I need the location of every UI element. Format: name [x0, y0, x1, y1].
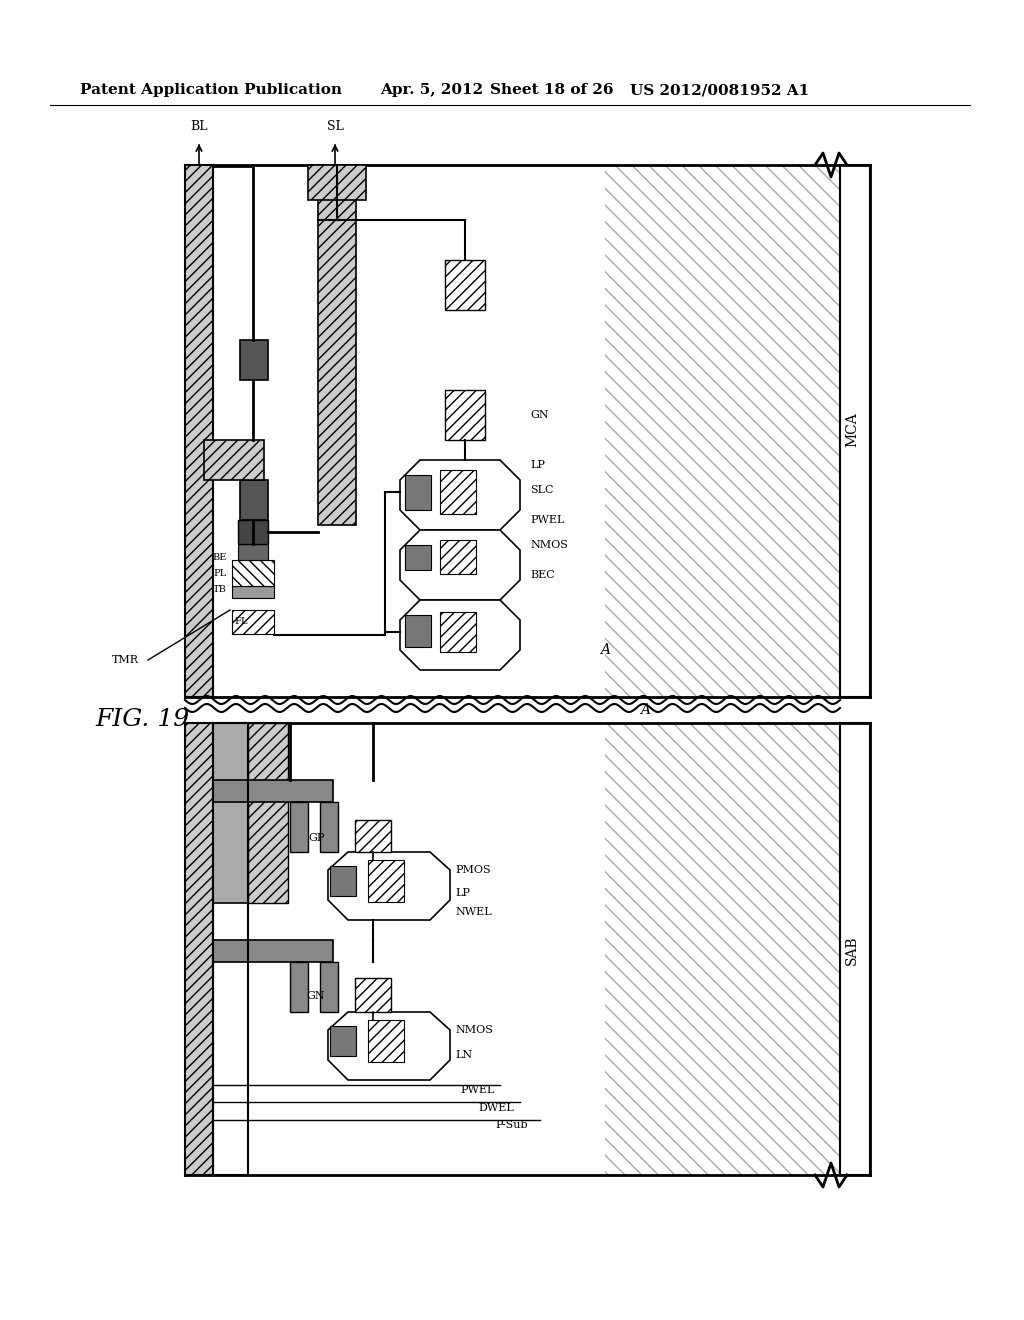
Bar	[238, 544, 268, 560]
Text: TB: TB	[213, 586, 227, 594]
Bar	[213, 723, 248, 903]
Bar	[232, 586, 274, 598]
Text: SL: SL	[327, 120, 343, 133]
Bar	[355, 978, 391, 1012]
Text: BE: BE	[213, 553, 227, 561]
Bar	[240, 341, 268, 380]
Text: SAB: SAB	[845, 935, 859, 965]
Bar	[440, 612, 476, 652]
Bar	[840, 723, 870, 1175]
Text: A: A	[640, 704, 650, 717]
Polygon shape	[400, 459, 520, 531]
Bar	[232, 560, 274, 586]
Bar	[445, 260, 485, 310]
Bar	[213, 780, 333, 803]
Bar	[440, 540, 476, 574]
Bar	[330, 1026, 356, 1056]
Bar	[213, 940, 333, 962]
Bar	[406, 475, 431, 510]
Bar	[238, 520, 268, 544]
Bar	[308, 165, 366, 201]
Text: DWEL: DWEL	[478, 1104, 514, 1113]
Text: NMOS: NMOS	[530, 540, 568, 550]
Text: Sheet 18 of 26: Sheet 18 of 26	[490, 83, 613, 96]
Bar	[185, 723, 213, 1175]
Text: NMOS: NMOS	[455, 1026, 493, 1035]
Text: PWEL: PWEL	[530, 515, 564, 525]
Text: PL: PL	[214, 569, 227, 578]
Bar	[248, 723, 288, 903]
Polygon shape	[400, 601, 520, 671]
Text: FIG. 19: FIG. 19	[95, 709, 189, 731]
Text: P-Sub: P-Sub	[495, 1119, 527, 1130]
Polygon shape	[328, 851, 450, 920]
Bar	[840, 165, 870, 697]
Text: Apr. 5, 2012: Apr. 5, 2012	[380, 83, 483, 96]
Bar	[318, 165, 356, 525]
Text: LP: LP	[530, 459, 545, 470]
Bar	[319, 803, 338, 851]
Bar	[368, 861, 404, 902]
Text: SLC: SLC	[530, 484, 554, 495]
Text: LP: LP	[455, 888, 470, 898]
Text: Patent Application Publication: Patent Application Publication	[80, 83, 342, 96]
Text: MCA: MCA	[845, 413, 859, 447]
Polygon shape	[328, 1012, 450, 1080]
Text: TMR: TMR	[112, 655, 138, 665]
Bar	[185, 723, 605, 1175]
Bar	[440, 470, 476, 513]
Bar	[240, 480, 268, 520]
Bar	[330, 866, 356, 896]
Bar	[185, 165, 870, 697]
Bar	[355, 820, 391, 851]
Text: BL: BL	[190, 120, 208, 133]
Text: PMOS: PMOS	[455, 865, 490, 875]
Text: PWEL: PWEL	[460, 1085, 495, 1096]
Text: BEC: BEC	[530, 570, 555, 579]
Text: GN: GN	[530, 411, 549, 420]
Bar	[232, 610, 274, 634]
Text: GP: GP	[308, 833, 325, 843]
Bar	[185, 165, 213, 697]
Text: US 2012/0081952 A1: US 2012/0081952 A1	[630, 83, 809, 96]
Bar	[204, 440, 264, 480]
Bar	[290, 803, 308, 851]
Polygon shape	[400, 531, 520, 601]
Bar	[185, 165, 605, 697]
Bar	[406, 545, 431, 570]
Text: LN: LN	[455, 1049, 472, 1060]
Bar	[406, 615, 431, 647]
Text: NWEL: NWEL	[455, 907, 492, 917]
Text: GN: GN	[306, 991, 325, 1001]
Text: FL: FL	[234, 618, 248, 627]
Text: A: A	[600, 643, 610, 657]
Bar	[290, 962, 308, 1012]
Bar	[319, 962, 338, 1012]
Bar	[185, 723, 870, 1175]
Bar	[213, 723, 248, 1175]
Bar	[445, 389, 485, 440]
Bar	[368, 1020, 404, 1063]
